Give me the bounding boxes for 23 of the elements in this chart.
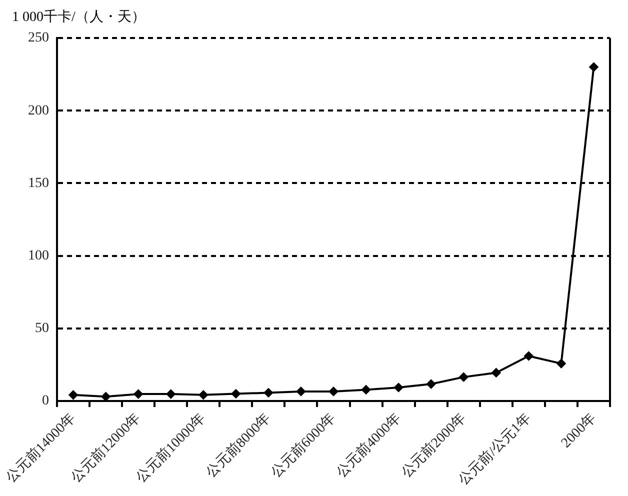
point xyxy=(134,390,143,399)
point xyxy=(264,388,273,398)
point xyxy=(329,386,338,396)
y-tick-label: 250 xyxy=(28,30,49,46)
point xyxy=(394,383,404,392)
point xyxy=(362,385,371,394)
point xyxy=(589,62,598,72)
y-tick-label: 150 xyxy=(28,176,49,191)
point xyxy=(426,380,436,389)
point xyxy=(459,372,468,382)
y-tick-label: 50 xyxy=(35,321,49,336)
y-tick-label: 200 xyxy=(28,103,49,118)
point xyxy=(296,386,306,396)
point xyxy=(524,352,534,361)
point xyxy=(198,390,208,400)
point xyxy=(492,368,501,378)
point xyxy=(166,390,176,399)
y-tick-label: 100 xyxy=(28,248,49,264)
point xyxy=(231,389,240,398)
point xyxy=(68,390,78,400)
y-axis-title: 1 000千卡/（人・天） xyxy=(12,8,146,26)
y-tick-label: 0 xyxy=(42,394,49,409)
point xyxy=(556,359,566,368)
